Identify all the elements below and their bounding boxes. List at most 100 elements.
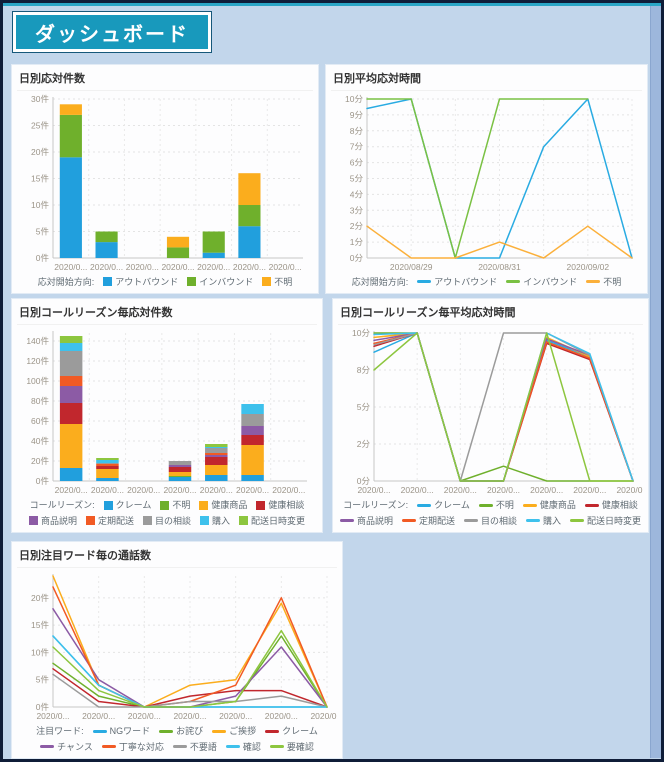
svg-text:25件: 25件 [31,121,49,131]
legend-item[interactable]: 定期配送 [85,514,134,528]
legend-item[interactable]: 不明 [262,275,292,289]
chart-title-word-count: 日別注目ワード毎の通話数 [17,545,337,568]
vertical-scrollbar[interactable] [650,6,661,758]
legend-item[interactable]: 不明 [478,498,514,512]
legend-item[interactable]: 定期配送 [401,514,455,528]
svg-text:2020/0...: 2020/0... [200,485,233,495]
legend-title: 応対開始方向: [351,276,409,287]
legend-title: コールリーズン: [343,500,409,511]
legend-square-swatch [200,516,209,526]
svg-text:2020/0...: 2020/0... [161,262,194,272]
legend-item[interactable]: 購入 [526,514,561,528]
page-title-banner: ダッシュボード [12,11,212,53]
chart-title-reason-avg-time: 日別コールリーズン毎平均応対時間 [338,302,643,325]
svg-text:2020/0...: 2020/0... [530,485,563,495]
legend-item[interactable]: 丁寧な対応 [101,740,164,754]
legend-item[interactable]: 要確認 [269,740,314,754]
legend-item-label: 不明 [274,276,293,287]
legend-item[interactable]: 健康相談 [584,498,638,512]
svg-text:0件: 0件 [36,476,50,486]
legend-item[interactable]: アウトバウンド [417,275,497,289]
svg-text:8分: 8分 [357,365,371,375]
legend-item[interactable]: 商品説明 [339,514,393,528]
svg-text:2020/09/02: 2020/09/02 [567,262,610,272]
legend-item-label: 購入 [543,515,562,526]
panel-reason-avg-time: 日別コールリーズン毎平均応対時間 0分 2分 5分 8分 10分 2020/0... 202… [332,298,650,533]
legend-item[interactable]: 商品説明 [28,514,77,528]
svg-text:5分: 5分 [357,402,371,412]
svg-text:0分: 0分 [357,476,371,486]
legend-item-label: お詫び [176,726,204,737]
legend-item-label: 不明 [603,276,622,287]
svg-text:20件: 20件 [31,593,49,603]
legend-item-label: アウトバウンド [115,276,179,287]
legend-item[interactable]: 目の相談 [463,514,517,528]
legend-item[interactable]: クレーム [265,724,318,738]
word-count-legend: 注目ワード: NGワード お詫び ご挨拶 クレームチャンス 丁寧な対応 不要語 確認 要確認 [17,723,337,756]
legend-item[interactable]: ご挨拶 [212,724,256,738]
legend-item[interactable]: 配送日時変更 [570,514,641,528]
chart-title-daily-count: 日別応対件数 [17,68,313,91]
svg-text:2020/0...: 2020/0... [173,711,206,721]
svg-text:10件: 10件 [31,647,49,657]
legend-item[interactable]: インバウンド [506,275,577,289]
legend-line-swatch [269,745,284,749]
daily-avg-time-chart[interactable]: 0分 1分 2分 3分 4分 5分 6分 7分 8分 9分 10分 2020/08/29 2020/08… [331,91,642,274]
legend-item[interactable]: 購入 [200,514,230,528]
svg-text:2020/0...: 2020/0... [126,262,159,272]
legend-item-label: 商品説明 [40,515,77,526]
legend-item[interactable]: 確認 [225,740,261,754]
svg-text:15件: 15件 [31,620,49,630]
legend-item[interactable]: アウトバウンド [103,275,178,289]
legend-item[interactable]: クレーム [417,498,470,512]
legend-item[interactable]: 健康商品 [199,498,247,512]
svg-text:5件: 5件 [36,227,50,237]
legend-item[interactable]: 不要語 [172,740,217,754]
svg-text:2020/0...: 2020/0... [54,262,87,272]
legend-square-swatch [85,516,95,526]
legend-item-label: 不明 [495,500,514,511]
legend-item[interactable]: 目の相談 [142,514,191,528]
legend-square-swatch [256,500,266,510]
legend-item-label: インバウンド [199,276,254,287]
svg-text:80件: 80件 [31,396,49,406]
legend-item-label: 定期配送 [97,515,134,526]
legend-item-label: 配送日時変更 [587,515,642,526]
svg-text:2020/0...: 2020/0... [444,485,477,495]
legend-line-swatch [159,729,174,733]
svg-text:120件: 120件 [26,356,49,366]
svg-text:2分: 2分 [357,439,371,449]
svg-text:5分: 5分 [350,174,364,184]
svg-text:40件: 40件 [31,436,49,446]
legend-title: 注目ワード: [36,726,84,737]
svg-text:2020/0...: 2020/0... [163,485,196,495]
legend-item[interactable]: お詫び [159,724,203,738]
legend-line-swatch [463,519,478,523]
svg-text:2020/0...: 2020/0... [310,711,337,721]
svg-text:30件: 30件 [31,94,49,104]
svg-text:140件: 140件 [26,336,49,346]
legend-item[interactable]: クレーム [103,498,151,512]
legend-item[interactable]: 健康相談 [256,498,304,512]
legend-item-label: 健康商品 [539,500,576,511]
daily-count-chart[interactable]: 0件 5件 10件 15件 20件 25件 30件 2020/0... 2020/0... 202… [17,91,313,274]
legend-item-label: ご挨拶 [229,726,257,737]
legend-item[interactable]: NGワード [92,724,150,738]
reason-count-chart[interactable]: 0件 20件 40件 60件 80件 100件 120件 140件 2020/0... 2020/… [17,325,317,497]
legend-item-label: 健康商品 [211,500,248,511]
legend-item-label: 要確認 [286,741,314,752]
legend-item[interactable]: 不明 [586,275,621,289]
legend-item[interactable]: 健康商品 [522,498,576,512]
reason-avg-time-chart[interactable]: 0分 2分 5分 8分 10分 2020/0... 2020/0... 2020/0... 20… [338,325,650,497]
word-count-chart[interactable]: 0件 5件 10件 15件 20件 2020/0... 2020/0... 2020/0...… [17,568,344,723]
svg-text:2020/0...: 2020/0... [487,485,520,495]
svg-text:2分: 2分 [350,221,364,231]
page-title: ダッシュボード [35,23,189,46]
legend-item[interactable]: 配送日時変更 [239,514,305,528]
legend-item-label: 定期配送 [418,515,455,526]
svg-text:3分: 3分 [350,205,364,215]
legend-item[interactable]: インバウンド [187,275,253,289]
legend-item[interactable]: チャンス [40,740,93,754]
legend-item[interactable]: 不明 [160,498,190,512]
svg-text:2020/0...: 2020/0... [269,262,302,272]
